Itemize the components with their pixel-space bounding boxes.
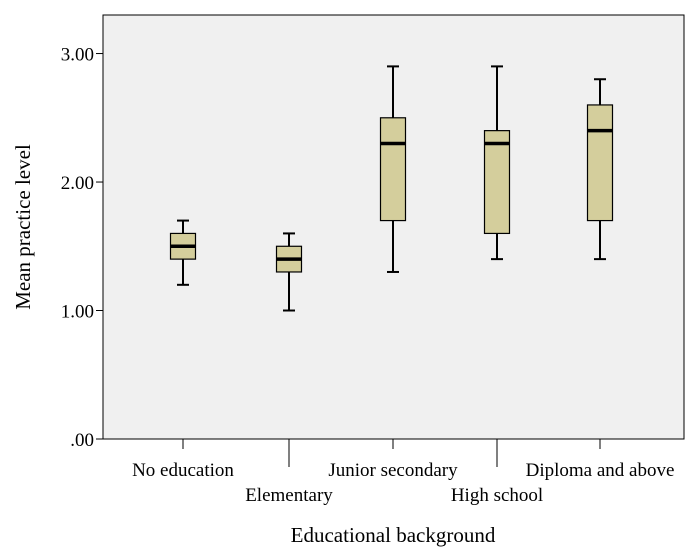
x-tick-label: Diploma and above (526, 460, 675, 481)
y-tick-label: .00 (70, 430, 94, 451)
box-iqr (483, 130, 511, 235)
y-tick-label: 2.00 (61, 173, 94, 194)
y-tick-label: 1.00 (61, 302, 94, 323)
x-tick-label: No education (132, 460, 234, 481)
box-group (169, 219, 197, 286)
box-group (483, 65, 511, 261)
boxes (169, 65, 614, 312)
y-axis-label: Mean practice level (11, 144, 35, 310)
box-group (379, 65, 407, 273)
box-iqr (379, 117, 407, 222)
x-axis: No education Elementary Junior secondary Hi… (132, 439, 674, 506)
box-group (586, 78, 614, 261)
x-axis-label: Educational background (291, 523, 496, 547)
x-tick-label: High school (451, 485, 543, 506)
box-iqr (586, 104, 614, 222)
x-tick-label: Junior secondary (328, 460, 458, 481)
box-group (275, 232, 303, 312)
y-axis: .00 1.00 2.00 3.00 (61, 45, 103, 451)
y-tick-label: 3.00 (61, 45, 94, 66)
x-tick-label: Elementary (245, 485, 333, 506)
